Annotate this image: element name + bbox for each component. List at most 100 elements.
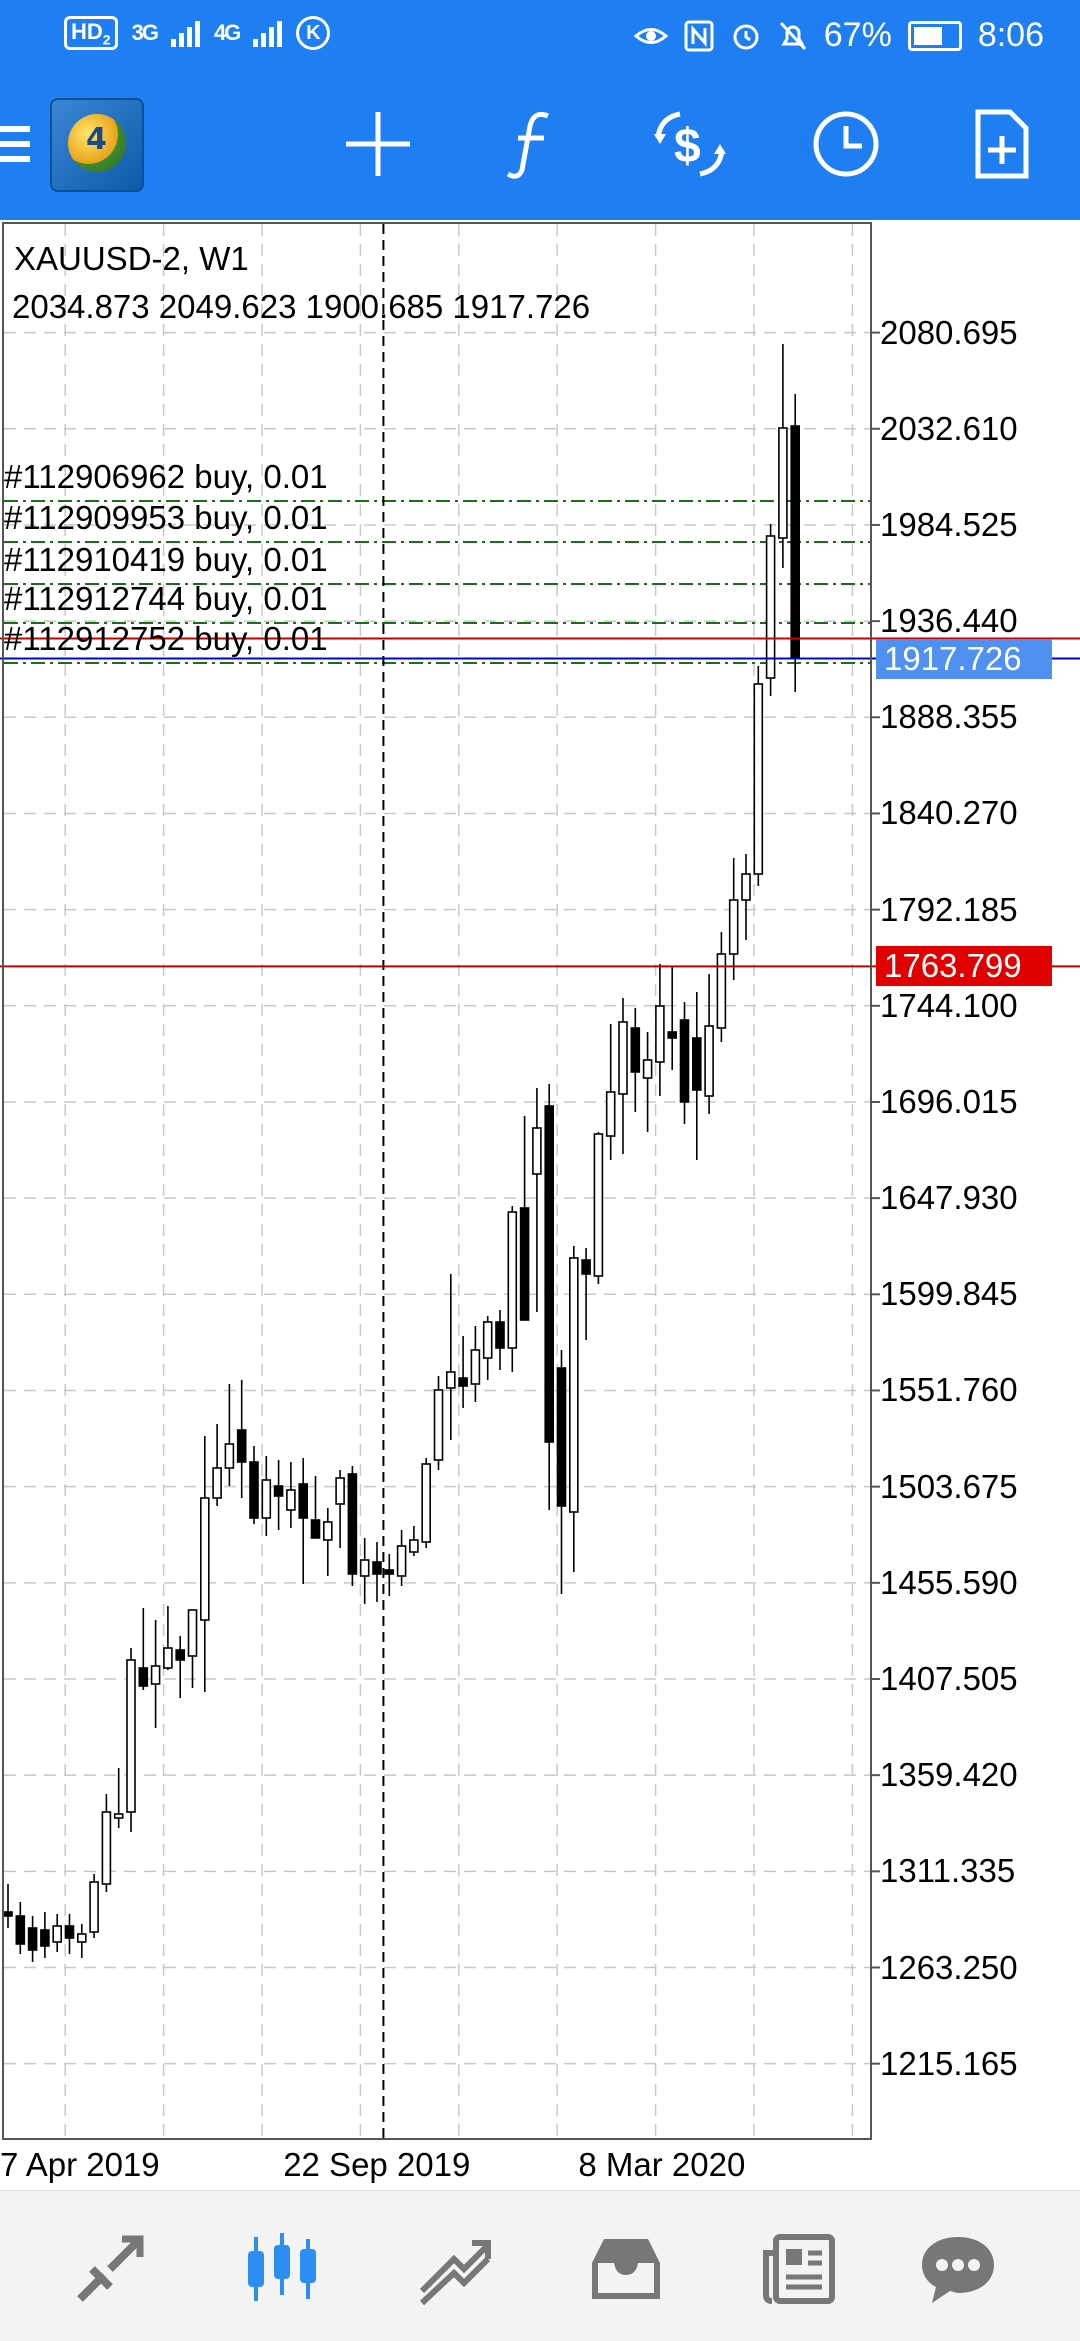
chart-toolbar: 4 $ [0, 76, 1080, 220]
candle-bear [519, 1207, 530, 1321]
candle-bull [704, 1025, 714, 1097]
signal-bars-icon [170, 19, 200, 48]
clock-time: 8:06 [977, 16, 1044, 54]
candle-bear [40, 1929, 50, 1947]
y-tick-label: 1840.270 [880, 794, 1018, 832]
quotes-icon[interactable] [70, 2229, 150, 2309]
y-tick-label: 1455.590 [880, 1563, 1018, 1601]
battery-icon [907, 20, 962, 51]
candle-bull [532, 1127, 542, 1175]
top-bar: HD2 3G 4G K 67% 8:06 4 $ [0, 0, 1080, 220]
y-tick-label: 1263.250 [880, 1948, 1018, 1986]
candle-bull [126, 1659, 136, 1813]
candle-bear [630, 1027, 641, 1073]
candle-bear [544, 1105, 555, 1443]
candle-bear [495, 1321, 505, 1349]
candle-bear [691, 1037, 702, 1091]
candle-bear [3, 1911, 13, 1917]
bottom-navigation [0, 2190, 1080, 2341]
new-chart-icon[interactable] [962, 104, 1042, 184]
bid-price-box: 1917.726 [876, 638, 1052, 679]
y-tick-label: 2032.610 [880, 409, 1018, 447]
candle-bear [556, 1367, 567, 1507]
candle-bear [458, 1377, 468, 1387]
order-label: #112912752 buy, 0.01 [4, 620, 328, 657]
candle-bull [89, 1881, 99, 1933]
candle-bear [64, 1925, 75, 1939]
candle-bear [249, 1461, 259, 1519]
alert-price-box: 1763.799 [876, 946, 1052, 987]
candle-bull [507, 1211, 518, 1349]
candle-bull [765, 535, 776, 679]
candle-bull [101, 1811, 112, 1885]
candle-bear [667, 1031, 678, 1039]
candle-bull [359, 1559, 370, 1577]
candle-bull [433, 1389, 444, 1461]
candle-bull [445, 1371, 456, 1389]
y-tick-label: 1551.760 [880, 1371, 1018, 1409]
candle-bull [113, 1813, 124, 1819]
svg-text:$: $ [674, 120, 701, 173]
signal-3g-label: 3G [131, 20, 159, 46]
signal-bars-icon [253, 19, 283, 48]
ohlc-values: 2034.873 2049.623 1900.685 1917.726 [12, 288, 591, 325]
candle-bear [372, 1561, 382, 1575]
news-icon[interactable] [758, 2229, 838, 2309]
candle-bear [175, 1649, 185, 1661]
history-icon[interactable] [586, 2229, 666, 2309]
clock-icon[interactable] [806, 104, 886, 184]
price-chart[interactable]: XAUUSD-2, W1 2034.873 2049.623 1900.685 … [0, 220, 1080, 2190]
crosshair-icon[interactable] [338, 104, 418, 184]
y-tick-label: 1792.185 [880, 890, 1018, 928]
x-tick-label: 7 Apr 2019 [0, 2146, 160, 2183]
y-tick-label: 1647.930 [880, 1179, 1018, 1217]
candle-bull [322, 1521, 333, 1541]
function-icon[interactable] [494, 104, 574, 184]
candle-bear [236, 1429, 247, 1463]
y-tick-label: 1984.525 [880, 505, 1018, 543]
candle-bull [187, 1609, 198, 1657]
signal-4g-label: 4G [213, 20, 241, 46]
y-tick-label: 2080.695 [880, 313, 1018, 351]
candle-bull [593, 1133, 604, 1277]
status-bar: HD2 3G 4G K 67% 8:06 [0, 0, 1080, 76]
plot-area-border [2, 222, 872, 2140]
candle-bear [273, 1485, 284, 1497]
y-tick-label: 1936.440 [880, 602, 1018, 640]
candle-bull [655, 1005, 665, 1063]
candle-bull [605, 1091, 616, 1137]
candle-bear [581, 1259, 591, 1275]
hamburger-icon[interactable] [0, 126, 30, 171]
candle-bull [618, 1021, 628, 1095]
candlestick-chart[interactable] [0, 220, 1080, 2190]
y-tick-label: 1407.505 [880, 1659, 1018, 1697]
candle-bull [335, 1477, 345, 1505]
nfc-icon [684, 20, 714, 51]
candle-bull [421, 1463, 432, 1543]
chat-icon[interactable] [918, 2229, 998, 2309]
k-app-icon: K [296, 16, 331, 51]
trade-icon[interactable] [414, 2229, 494, 2309]
mt4-logo[interactable]: 4 [50, 98, 144, 192]
eye-icon [633, 27, 668, 44]
order-label: #112906962 buy, 0.01 [4, 458, 328, 495]
chart-icon[interactable] [242, 2229, 322, 2309]
trade-icon[interactable]: $ [650, 104, 730, 184]
y-tick-label: 1503.675 [880, 1467, 1018, 1505]
candle-bull [778, 427, 788, 539]
candle-bull [409, 1539, 419, 1553]
y-tick-label: 1215.165 [880, 2044, 1018, 2082]
candle-bear [27, 1927, 38, 1951]
candle-bull [728, 899, 739, 955]
mute-icon [779, 21, 806, 50]
candle-bear [138, 1667, 149, 1687]
candle-bear [310, 1519, 321, 1539]
y-tick-label: 1744.100 [880, 986, 1018, 1024]
order-label: #112909953 buy, 0.01 [4, 499, 328, 536]
candle-bull [52, 1925, 63, 1943]
status-left: HD2 3G 4G K [64, 16, 331, 51]
candle-bull [482, 1321, 493, 1359]
chart-symbol: XAUUSD-2, W1 [14, 240, 249, 277]
y-tick-label: 1888.355 [880, 698, 1018, 736]
candle-bull [163, 1647, 173, 1669]
